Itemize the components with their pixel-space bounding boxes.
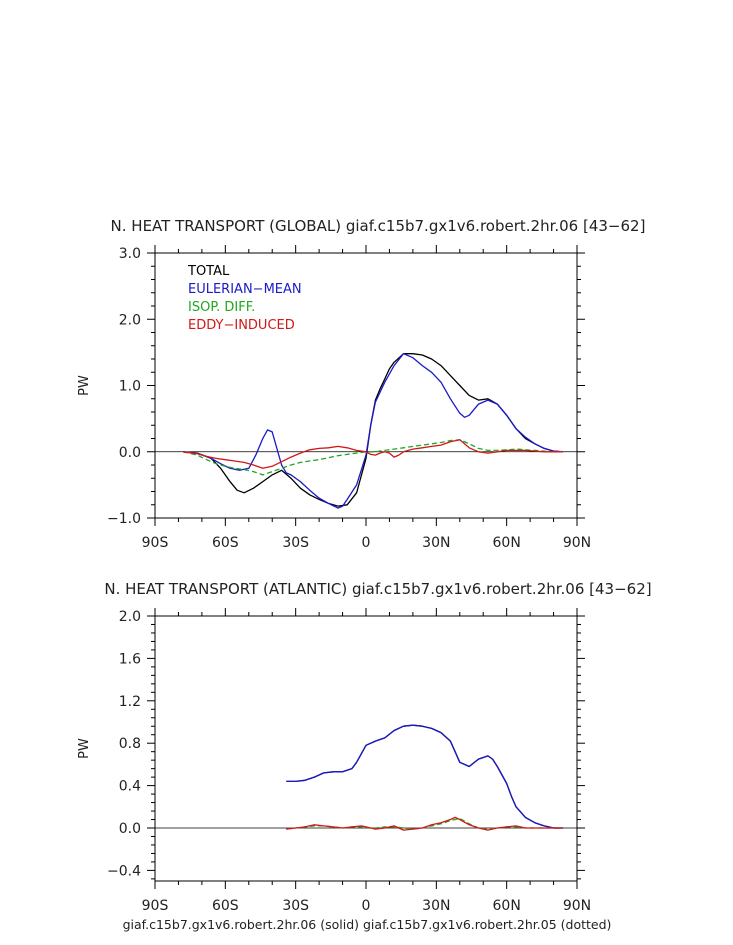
x-tick-label: 90S (142, 535, 169, 551)
footer-caption: giaf.c15b7.gx1v6.robert.2hr.06 (solid) g… (123, 917, 612, 932)
y-tick-label: −0.4 (107, 863, 141, 879)
series-line-3 (286, 816, 563, 831)
x-tick-label: 90S (142, 898, 169, 914)
y-axis-label: PW (77, 375, 92, 396)
plot-frame (154, 615, 578, 882)
y-tick-label: 3.0 (119, 246, 141, 262)
x-tick-label: 0 (362, 535, 371, 551)
x-tick-label: 30S (282, 535, 309, 551)
chart-title: N. HEAT TRANSPORT (ATLANTIC) giaf.c15b7.… (104, 580, 651, 598)
legend-entry: EDDY−INDUCED (188, 318, 295, 333)
y-tick-label: 1.6 (119, 651, 141, 667)
series-line-isop-diff (182, 439, 563, 476)
y-tick-label: −1.0 (107, 511, 141, 527)
series-line-1 (286, 724, 563, 829)
legend-entry: ISOP. DIFF. (188, 300, 255, 315)
x-tick-label: 30S (282, 898, 309, 914)
x-tick-label: 0 (362, 898, 371, 914)
x-tick-label: 60N (493, 535, 521, 551)
y-tick-label: 0.4 (119, 779, 141, 795)
y-tick-label: 1.2 (119, 694, 141, 710)
y-axis-label: PW (77, 738, 92, 759)
x-tick-label: 30N (422, 898, 450, 914)
global-heat-transport-chart: N. HEAT TRANSPORT (GLOBAL) giaf.c15b7.gx… (77, 217, 645, 551)
legend-entry: TOTAL (187, 264, 230, 279)
series-line-total (183, 353, 563, 507)
x-tick-label: 90N (563, 535, 591, 551)
y-tick-label: 0.0 (119, 821, 141, 837)
y-tick-label: 0.0 (119, 445, 141, 461)
y-tick-label: 1.0 (119, 379, 141, 395)
y-tick-label: 2.0 (119, 312, 141, 328)
y-tick-label: 0.8 (119, 736, 141, 752)
series-line-eulerian-mean (183, 353, 563, 509)
x-tick-label: 60N (493, 898, 521, 914)
chart-title: N. HEAT TRANSPORT (GLOBAL) giaf.c15b7.gx… (111, 217, 646, 235)
atlantic-heat-transport-chart: N. HEAT TRANSPORT (ATLANTIC) giaf.c15b7.… (77, 580, 652, 914)
y-tick-label: 2.0 (119, 609, 141, 625)
x-tick-label: 60S (212, 535, 239, 551)
x-tick-label: 90N (563, 898, 591, 914)
series-line-eddy-induced (183, 439, 563, 469)
x-tick-label: 60S (212, 898, 239, 914)
x-tick-label: 30N (422, 535, 450, 551)
legend-entry: EULERIAN−MEAN (188, 282, 302, 297)
